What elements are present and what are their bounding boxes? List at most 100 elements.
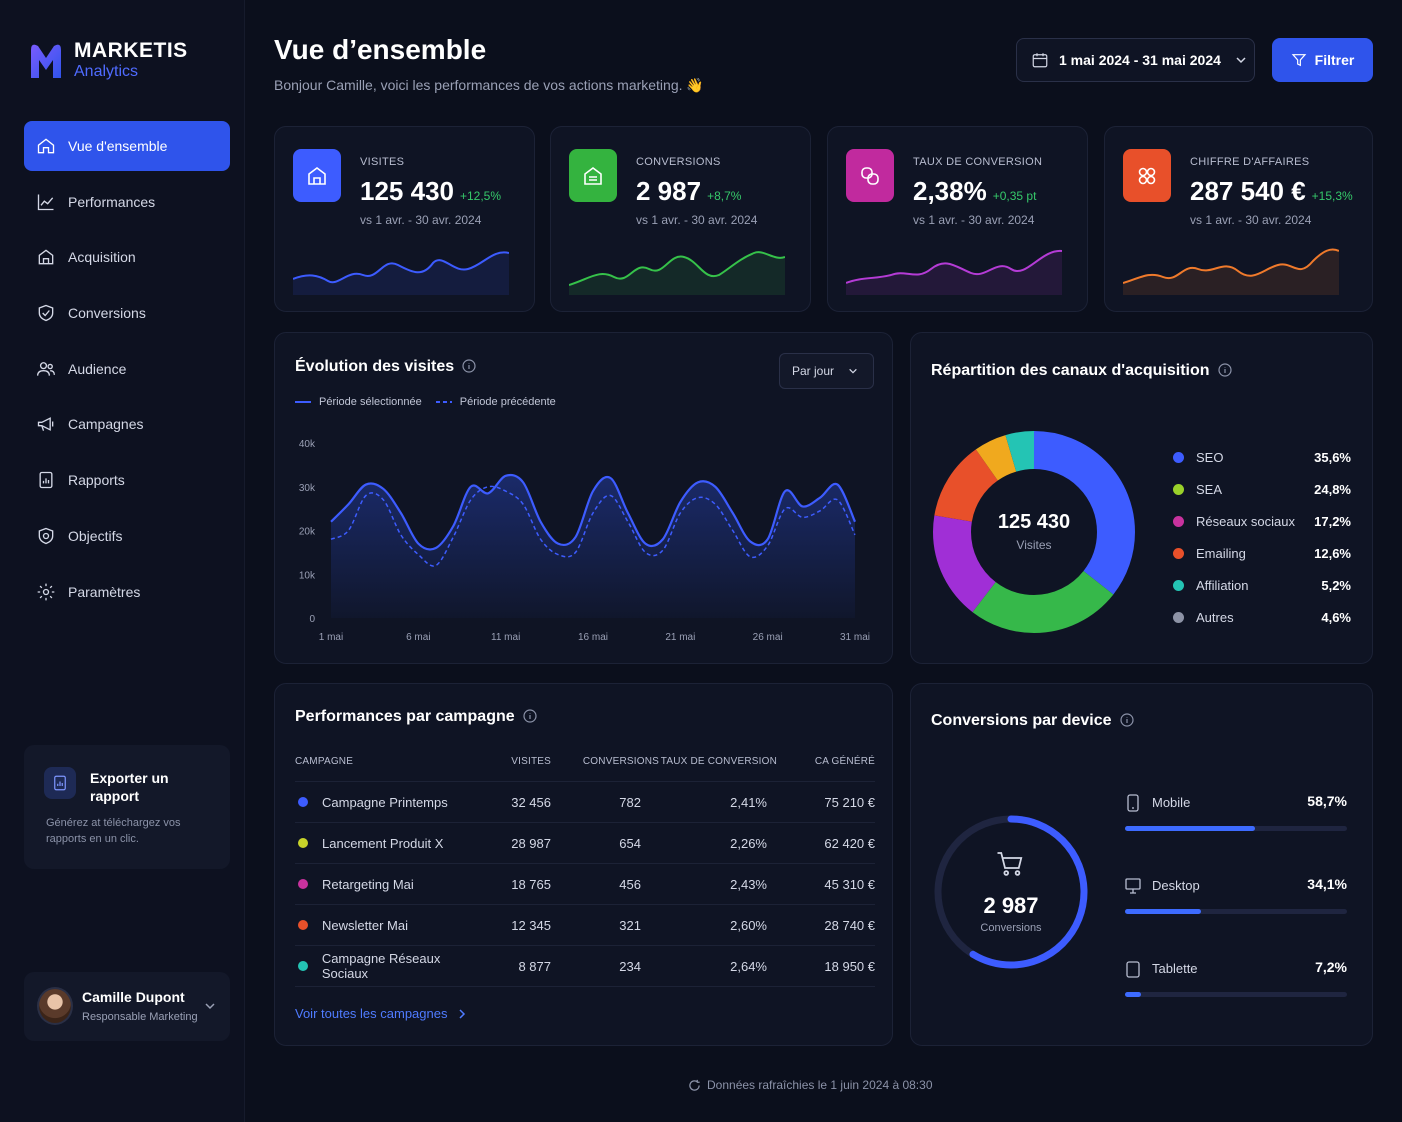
donut-legend: SEO 35,6% SEA 24,8% Réseaux sociaux 17,2% E… (1173, 441, 1351, 633)
kpi-value: 125 430 +12,5% (360, 176, 502, 206)
kpi-label: CONVERSIONS (636, 156, 721, 168)
kpi-value: 2 987 +8,7% (636, 176, 742, 206)
sidebar-item-label: Audience (68, 360, 127, 377)
sidebar-item-label: Objectifs (68, 527, 123, 544)
donut-center: 125 430 Visites (929, 511, 1139, 552)
campaigns-card: Performances par campagne CAMPAGNE VISIT… (274, 683, 893, 1046)
column-header[interactable]: CA GÉNÉRÉ (814, 756, 875, 767)
device-item-tablet: Tablette 7,2% (1125, 954, 1347, 1037)
check-shield-icon (38, 304, 54, 322)
column-header[interactable]: CAMPAGNE (295, 756, 354, 767)
legend-dot (1173, 483, 1184, 495)
sidebar-item-performances[interactable]: Performances (24, 177, 230, 227)
table-row[interactable]: Campagne Printemps 32 456 782 2,41% 75 210 … (295, 782, 875, 823)
legend-dot (1173, 579, 1184, 591)
gauge-label: Conversions (980, 922, 1042, 934)
sidebar-item-label: Performances (68, 193, 156, 210)
kpi-compare: vs 1 avr. - 30 avr. 2024 (636, 213, 758, 227)
sidebar-item-label: Conversions (68, 305, 146, 322)
refresh-footer: Données rafraîchies le 1 juin 2024 à 08:… (688, 1078, 933, 1092)
user-role: Responsable Marketing (82, 1011, 198, 1023)
sidebar-item-acquisition[interactable]: Acquisition (24, 232, 230, 282)
gauge-value: 2 987 (983, 893, 1039, 918)
campaign-dot (298, 879, 308, 889)
info-icon[interactable] (1119, 713, 1134, 727)
home-icon (37, 138, 55, 154)
users-icon (37, 361, 55, 376)
table-row[interactable]: Retargeting Mai 18 765 456 2,43% 45 310 € (295, 864, 875, 905)
page-subtitle: Bonjour Camille, voici les performances … (274, 77, 704, 93)
date-range-picker[interactable]: 1 mai 2024 - 31 mai 2024 (1016, 38, 1255, 82)
legend-previous: Période précédente (459, 396, 556, 408)
sidebar-item-reports[interactable]: Rapports (24, 455, 230, 505)
table-row[interactable]: Newsletter Mai 12 345 321 2,60% 28 740 € (295, 905, 875, 946)
user-card[interactable]: Camille Dupont Responsable Marketing (24, 972, 230, 1041)
logo[interactable]: MARKETIS Analytics (28, 40, 188, 82)
legend-dot (1173, 547, 1184, 559)
kpi-delta: +8,7% (707, 189, 742, 203)
period-select[interactable]: Par jour (779, 353, 874, 389)
table-row[interactable]: Campagne Réseaux Sociaux 8 877 234 2,64% 18… (295, 946, 875, 987)
kpi-delta: +12,5% (459, 189, 502, 203)
chevron-right-icon (459, 1008, 466, 1019)
sparkline-conversion-rate (846, 249, 1062, 295)
kpi-compare: vs 1 avr. - 30 avr. 2024 (913, 213, 1035, 227)
sidebar-item-conversions[interactable]: Conversions (24, 288, 230, 338)
calendar-icon (1032, 53, 1048, 68)
devices-title: Conversions par device (931, 712, 1134, 730)
table-row[interactable]: Lancement Produit X 28 987 654 2,26% 62 420… (295, 823, 875, 864)
sidebar-item-settings[interactable]: Paramètres (24, 567, 230, 617)
sidebar-item-overview[interactable]: Vue d'ensemble (24, 121, 230, 171)
donut-center-label: Visites (1016, 538, 1052, 552)
campaign-dot (298, 838, 308, 848)
campaigns-table: CAMPAGNE VISITES CONVERSIONS TAUX DE CON… (295, 742, 875, 987)
sidebar-item-campaigns[interactable]: Campagnes (24, 399, 230, 449)
device-list: Mobile 58,7% Desktop 34,1% Tablette 7,2% (1125, 788, 1347, 1037)
export-report-card[interactable]: Exporter un rapport Générez at télécharg… (24, 745, 230, 869)
donut-slice[interactable] (933, 431, 1135, 633)
link-icon (846, 149, 894, 202)
kpi-label: TAUX DE CONVERSION (913, 156, 1043, 168)
chevron-down-icon (1236, 57, 1246, 64)
avatar (37, 987, 73, 1025)
sidebar: MARKETIS Analytics Vue d'ensemble Perfor… (0, 0, 245, 1122)
target-icon (38, 527, 54, 545)
sidebar-item-objectives[interactable]: Objectifs (24, 511, 230, 561)
campaign-dot (298, 961, 308, 971)
conversions-gauge (934, 815, 1088, 969)
y-tick-label: 10k (299, 570, 316, 581)
campaign-dot (298, 920, 308, 930)
donut-slice[interactable] (933, 431, 1135, 633)
info-icon[interactable] (462, 359, 476, 373)
store-icon (38, 249, 54, 265)
period-select-label: Par jour (792, 364, 835, 378)
megaphone-icon (37, 417, 54, 432)
see-all-campaigns-link[interactable]: Voir toutes les campagnes (295, 1006, 467, 1021)
progress-bar (1125, 909, 1347, 914)
x-tick-label: 1 mai (319, 632, 343, 643)
logo-icon (31, 44, 61, 78)
column-header[interactable]: VISITES (511, 756, 551, 767)
progress-bar (1125, 826, 1347, 831)
export-desc: Générez at téléchargez vos rapports en u… (46, 817, 181, 845)
column-header[interactable]: CONVERSIONS (582, 756, 659, 767)
column-header[interactable]: TAUX DE CONVERSION (660, 756, 777, 767)
export-title: Exporter un rapport (90, 770, 169, 804)
filter-icon (1291, 54, 1306, 67)
kpi-card-revenue: CHIFFRE D'AFFAIRES 287 540 € +15,3% vs 1 … (1104, 126, 1373, 312)
filter-button[interactable]: Filtrer (1272, 38, 1373, 82)
legend-item: Réseaux sociaux 17,2% (1173, 505, 1351, 537)
filter-label: Filtrer (1314, 52, 1355, 68)
progress-bar (1125, 992, 1347, 997)
visits-chart-card: Évolution des visites Par jour Période s… (274, 332, 893, 664)
donut-slice[interactable] (933, 431, 1135, 633)
sidebar-item-label: Vue d'ensemble (68, 138, 168, 154)
legend-dot (1173, 611, 1184, 623)
acquisition-title: Répartition des canaux d'acquisition (931, 362, 1232, 380)
sidebar-item-audience[interactable]: Audience (24, 344, 230, 394)
home-icon (293, 149, 341, 202)
info-icon[interactable] (1217, 363, 1232, 377)
legend-item: Emailing 12,6% (1173, 537, 1351, 569)
refresh-icon (689, 1079, 700, 1091)
info-icon[interactable] (523, 709, 537, 723)
